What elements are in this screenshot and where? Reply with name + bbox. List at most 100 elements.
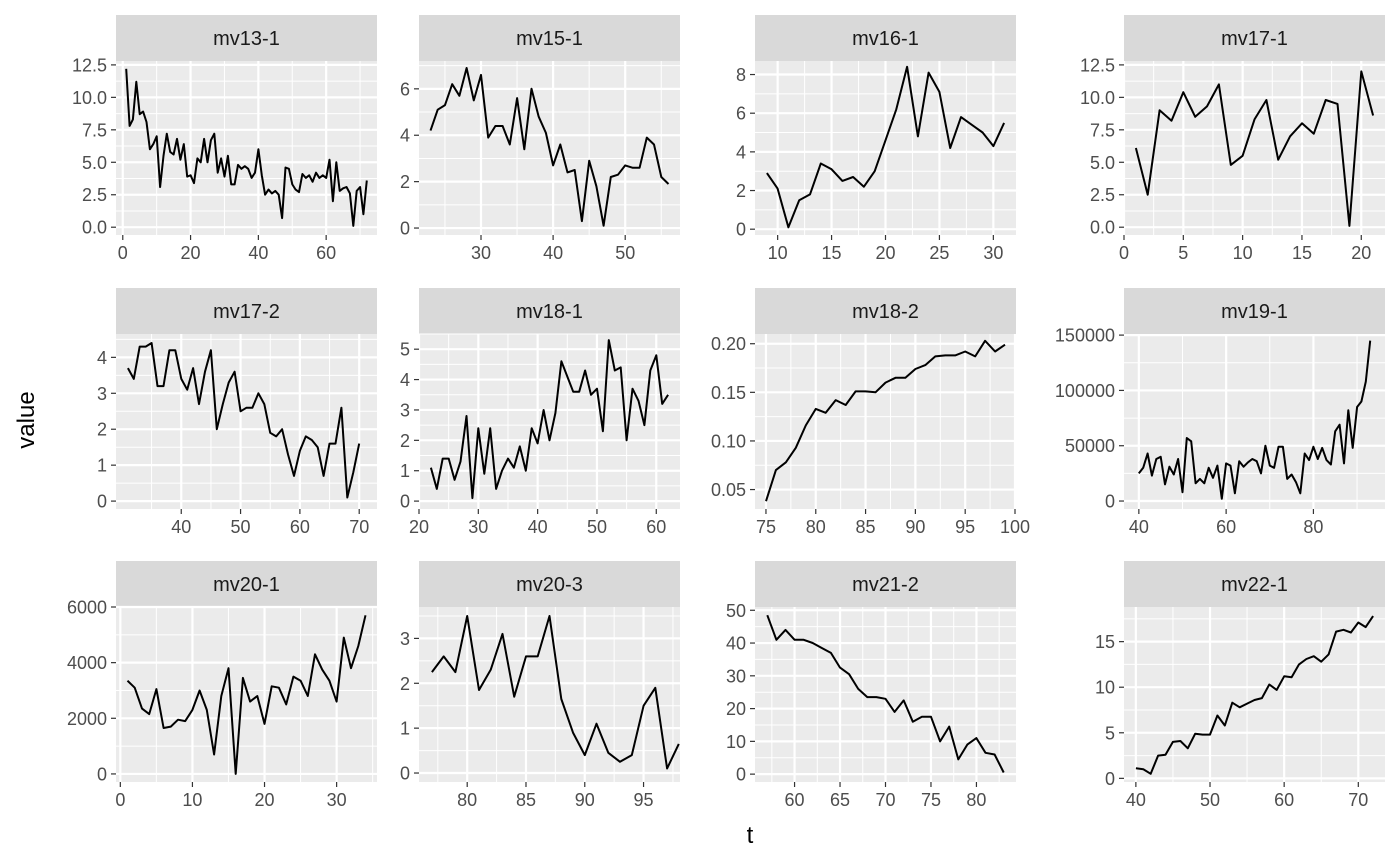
facet-strip-label: mv18-2 xyxy=(852,301,919,323)
facet-panel-mv13-1: mv13-1 0 20 40 60 0.0 2.5 5.0 7.5 10.0 12.5 xyxy=(72,15,377,263)
x-tick-label: 40 xyxy=(528,517,548,537)
facet-strip xyxy=(755,288,1016,334)
y-tick-label: 5 xyxy=(400,340,410,360)
x-axis-title: t xyxy=(747,822,754,849)
panel-background xyxy=(1124,61,1385,235)
x-tick-label: 95 xyxy=(955,517,975,537)
x-tick-label: 15 xyxy=(1292,243,1312,263)
facet-strip xyxy=(116,561,377,607)
x-tick-label: 70 xyxy=(1348,790,1368,810)
x-tick-label: 85 xyxy=(516,790,536,810)
x-tick-label: 80 xyxy=(457,790,477,810)
x-tick-label: 60 xyxy=(290,517,310,537)
facet-panels: mv13-10 20 40 600.02.55.07.510.012.5mv15-13… xyxy=(67,15,1385,810)
facet-strip xyxy=(116,15,377,61)
y-tick-label: 20 xyxy=(726,699,746,719)
facet-panel-mv17-1: mv17-1 0 5 10 15 20 0.0 2.5 5.0 7.5 10.0 12.5 xyxy=(1080,15,1385,263)
x-tick-label: 75 xyxy=(921,790,941,810)
facet-strip xyxy=(419,15,680,61)
panel-background xyxy=(116,334,377,509)
x-tick-label: 75 xyxy=(756,517,776,537)
series-line-mv18-1 xyxy=(429,339,669,500)
facet-panel-mv21-2: mv21-2 60 65 70 75 80 0 10 20 30 40 50 xyxy=(726,561,1016,810)
series-line-mv18-2 xyxy=(765,339,1006,502)
y-tick-label: 10.0 xyxy=(72,88,107,108)
facet-panel-mv16-1: mv16-1 10 15 20 25 30 0 2 4 6 8 xyxy=(736,15,1016,263)
y-tick-label: 2000 xyxy=(67,709,107,729)
facet-strip xyxy=(116,288,377,334)
y-tick-label: 0 xyxy=(1105,492,1115,512)
series-line-mv20-3 xyxy=(431,615,680,770)
x-tick-label: 20 xyxy=(255,790,275,810)
y-tick-label: 2.5 xyxy=(82,185,107,205)
y-axis-title: value xyxy=(13,391,40,448)
x-tick-label: 85 xyxy=(856,517,876,537)
x-tick-label: 60 xyxy=(1274,790,1294,810)
x-tick-label: 40 xyxy=(248,243,268,263)
x-tick-label: 40 xyxy=(171,517,191,537)
y-tick-label: 50 xyxy=(726,601,746,621)
x-tick-label: 10 xyxy=(768,243,788,263)
x-tick-label: 90 xyxy=(575,790,595,810)
y-tick-label: 3 xyxy=(97,384,107,404)
y-tick-label: 2 xyxy=(736,181,746,201)
y-tick-label: 2 xyxy=(400,674,410,694)
y-tick-label: 4000 xyxy=(67,653,107,673)
y-tick-label: 1 xyxy=(400,719,410,739)
y-tick-label: 10.0 xyxy=(1080,88,1115,108)
facet-strip-label: mv19-1 xyxy=(1221,301,1288,323)
x-tick-label: 30 xyxy=(468,517,488,537)
y-tick-label: 0 xyxy=(736,220,746,240)
x-tick-label: 70 xyxy=(875,790,895,810)
y-tick-label: 2 xyxy=(97,420,107,440)
x-tick-label: 90 xyxy=(905,517,925,537)
y-tick-label: 50000 xyxy=(1065,436,1115,456)
facet-strip xyxy=(1124,561,1385,607)
series-line-mv17-1 xyxy=(1134,70,1375,227)
x-tick-label: 50 xyxy=(615,243,635,263)
y-tick-label: 0 xyxy=(97,764,107,784)
x-tick-label: 30 xyxy=(983,243,1003,263)
panel-background xyxy=(419,607,680,782)
facet-strip xyxy=(1124,288,1385,334)
series-line-mv15-1 xyxy=(429,67,670,227)
y-tick-label: 2 xyxy=(400,431,410,451)
y-tick-label: 7.5 xyxy=(82,120,107,140)
x-tick-label: 60 xyxy=(1216,517,1236,537)
x-tick-label: 15 xyxy=(822,243,842,263)
facet-strip-label: mv16-1 xyxy=(852,28,919,50)
series-line-mv19-1 xyxy=(1138,340,1372,500)
x-tick-label: 40 xyxy=(543,243,563,263)
facet-strip xyxy=(419,561,680,607)
facet-strip-label: mv17-2 xyxy=(213,301,280,323)
y-tick-label: 30 xyxy=(726,666,746,686)
x-tick-label: 30 xyxy=(471,243,491,263)
x-tick-label: 20 xyxy=(875,243,895,263)
x-tick-label: 50 xyxy=(231,517,251,537)
x-tick-label: 10 xyxy=(182,790,202,810)
panel-background xyxy=(116,61,377,235)
x-tick-label: 80 xyxy=(1303,517,1323,537)
x-tick-label: 60 xyxy=(646,517,666,537)
y-tick-label: 2 xyxy=(400,172,410,192)
facet-panel-mv15-1: mv15-1 30 40 50 0 2 4 6 xyxy=(400,15,680,263)
series-line-mv16-1 xyxy=(766,65,1006,229)
x-tick-label: 60 xyxy=(316,243,336,263)
x-tick-label: 95 xyxy=(634,790,654,810)
y-tick-label: 5 xyxy=(1105,723,1115,743)
y-tick-label: 1 xyxy=(400,461,410,481)
y-tick-label: 4 xyxy=(400,126,410,146)
facet-panel-mv18-1: mv18-1 20 30 40 50 60 0 1 2 3 4 5 xyxy=(400,288,680,537)
x-tick-label: 20 xyxy=(1351,243,1371,263)
facet-strip-label: mv20-1 xyxy=(213,574,280,596)
y-tick-label: 150000 xyxy=(1055,326,1115,346)
y-tick-label: 7.5 xyxy=(1090,120,1115,140)
y-tick-label: 0.20 xyxy=(711,334,746,354)
panel-background xyxy=(419,334,680,509)
y-tick-label: 2.5 xyxy=(1090,185,1115,205)
x-tick-label: 20 xyxy=(409,517,429,537)
y-tick-label: 0 xyxy=(400,492,410,512)
facet-strip-label: mv17-1 xyxy=(1221,28,1288,50)
y-tick-label: 3 xyxy=(400,629,410,649)
y-tick-label: 12.5 xyxy=(72,55,107,75)
